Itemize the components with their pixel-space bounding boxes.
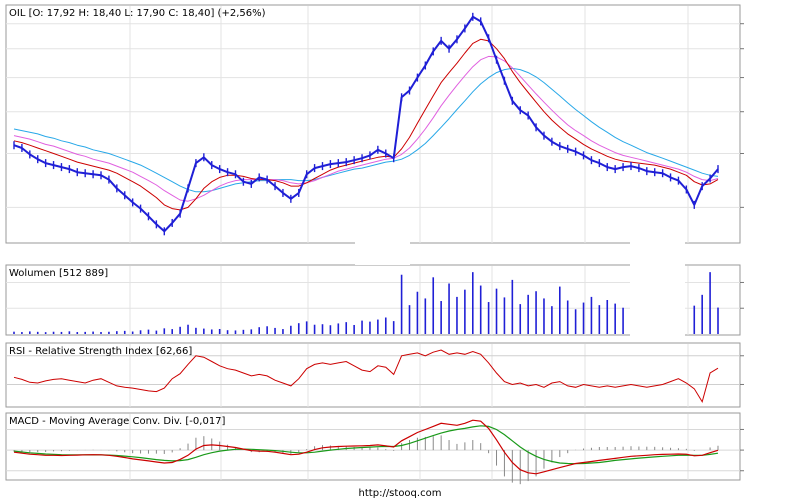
macd-signal-line — [13, 425, 719, 465]
rsi-line-path — [13, 349, 719, 403]
price-plot-frame — [5, 4, 741, 244]
ema-short-path — [13, 38, 719, 211]
footer-url: http://stooq.com — [359, 488, 442, 499]
mask-block-right — [630, 210, 685, 340]
macd-signal-path — [13, 425, 719, 465]
price-ema-mid — [13, 55, 719, 202]
price-ema-short — [13, 38, 719, 211]
volume-bars — [13, 272, 719, 334]
price-grid — [6, 6, 740, 243]
macd-line-path — [13, 419, 719, 475]
volume-y-axis — [740, 281, 744, 309]
price-panel-title: OIL [O: 17,92 H: 18,40 L: 17,90 C: 18,40… — [9, 8, 266, 19]
volume-plot-frame — [5, 264, 741, 336]
rsi-grid — [6, 344, 740, 407]
price-series — [13, 12, 719, 236]
price-y-axis — [740, 23, 744, 208]
rsi-series — [13, 349, 719, 403]
rsi-panel: RSI - Relative Strength Index [62,66] — [5, 342, 744, 408]
macd-panel: MACD - Moving Average Conv. Div. [-0,017… — [5, 412, 744, 485]
macd-grid — [6, 414, 740, 480]
macd-panel-title: MACD - Moving Average Conv. Div. [-0,017… — [9, 416, 226, 427]
volume-grid — [6, 266, 740, 335]
price-line-path — [13, 15, 719, 233]
price-ema-long — [13, 67, 719, 193]
rsi-y-axis — [740, 355, 744, 385]
volume-panel: Wolumen [512 889] — [5, 264, 744, 336]
macd-y-axis — [740, 428, 744, 472]
mask-block-left — [355, 215, 410, 265]
ema-mid-path — [13, 55, 719, 202]
macd-line — [13, 419, 719, 475]
ema-long-path — [13, 67, 719, 193]
rsi-plot-frame — [5, 342, 741, 408]
volume-panel-title: Wolumen [512 889] — [9, 268, 108, 279]
price-panel: OIL [O: 17,92 H: 18,40 L: 17,90 C: 18,40… — [5, 4, 744, 244]
rsi-panel-title: RSI - Relative Strength Index [62,66] — [9, 346, 192, 357]
